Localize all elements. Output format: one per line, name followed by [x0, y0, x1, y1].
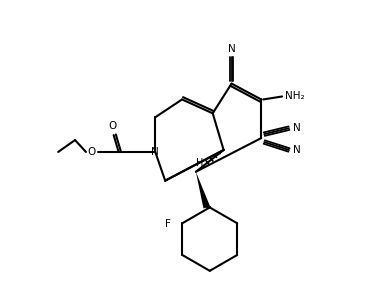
Text: N: N	[293, 123, 301, 133]
Text: F: F	[166, 219, 171, 229]
Text: NH₂: NH₂	[285, 91, 305, 101]
Text: O: O	[88, 147, 96, 157]
Text: N: N	[293, 145, 301, 155]
Text: H: H	[196, 158, 204, 168]
Text: N: N	[151, 147, 159, 157]
Text: O: O	[109, 121, 117, 131]
Polygon shape	[196, 172, 210, 208]
Text: N: N	[228, 44, 236, 54]
